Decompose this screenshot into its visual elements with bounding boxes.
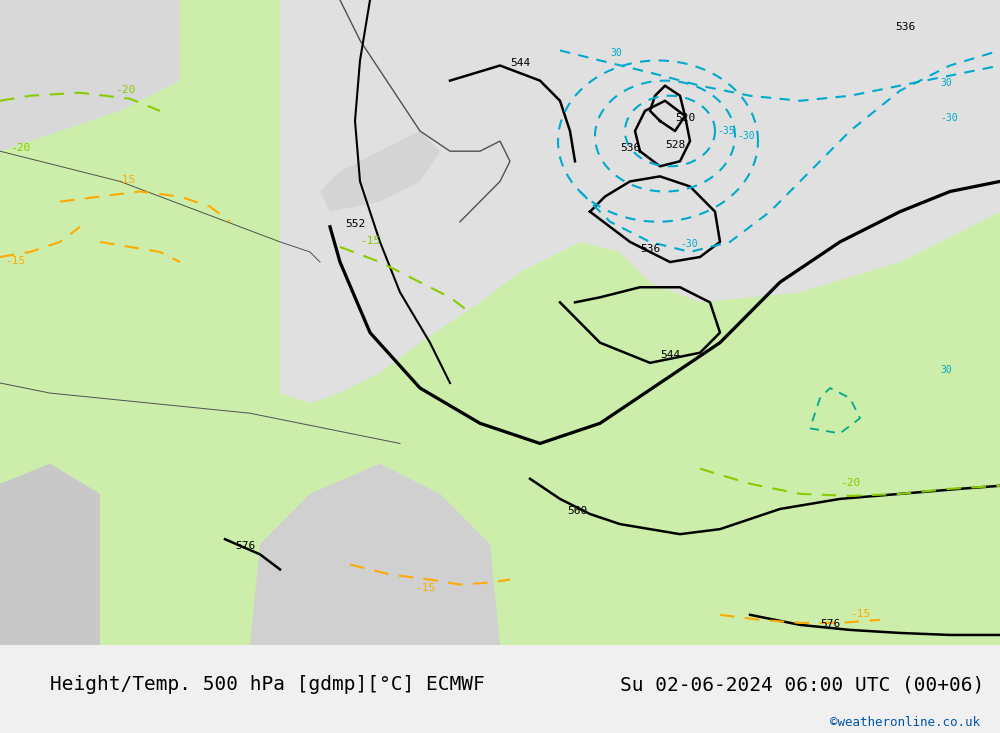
Text: 576: 576 bbox=[820, 619, 840, 629]
Text: 528: 528 bbox=[665, 140, 685, 150]
Text: -15: -15 bbox=[850, 609, 870, 619]
Text: ©weatheronline.co.uk: ©weatheronline.co.uk bbox=[830, 716, 980, 729]
Text: 576: 576 bbox=[235, 541, 255, 551]
Polygon shape bbox=[250, 464, 500, 645]
Text: -35: -35 bbox=[717, 126, 735, 136]
Text: 520: 520 bbox=[675, 113, 695, 123]
Polygon shape bbox=[280, 0, 1000, 403]
Polygon shape bbox=[0, 464, 100, 645]
Text: 536: 536 bbox=[620, 143, 640, 153]
Polygon shape bbox=[320, 131, 440, 212]
Text: 560: 560 bbox=[567, 506, 587, 516]
Text: -15: -15 bbox=[360, 236, 380, 246]
Text: 30: 30 bbox=[610, 48, 622, 59]
Text: Height/Temp. 500 hPa [gdmp][°C] ECMWF: Height/Temp. 500 hPa [gdmp][°C] ECMWF bbox=[50, 675, 485, 694]
Text: -15: -15 bbox=[5, 256, 25, 266]
Text: 30: 30 bbox=[940, 78, 952, 88]
Text: -30: -30 bbox=[737, 131, 755, 141]
Text: -15: -15 bbox=[115, 175, 135, 185]
Text: -20: -20 bbox=[840, 478, 860, 487]
Text: 544: 544 bbox=[510, 57, 530, 67]
Polygon shape bbox=[0, 0, 180, 151]
Text: -30: -30 bbox=[680, 239, 698, 249]
Text: -20: -20 bbox=[10, 143, 30, 153]
Text: 536: 536 bbox=[895, 22, 915, 32]
Text: -20: -20 bbox=[115, 85, 135, 95]
Text: -15: -15 bbox=[415, 583, 435, 592]
Text: 536: 536 bbox=[640, 244, 660, 254]
Text: Su 02-06-2024 06:00 UTC (00+06): Su 02-06-2024 06:00 UTC (00+06) bbox=[620, 675, 984, 694]
Text: 544: 544 bbox=[660, 350, 680, 360]
Text: 552: 552 bbox=[345, 218, 365, 229]
Text: -30: -30 bbox=[940, 113, 958, 123]
Text: 30: 30 bbox=[940, 365, 952, 375]
